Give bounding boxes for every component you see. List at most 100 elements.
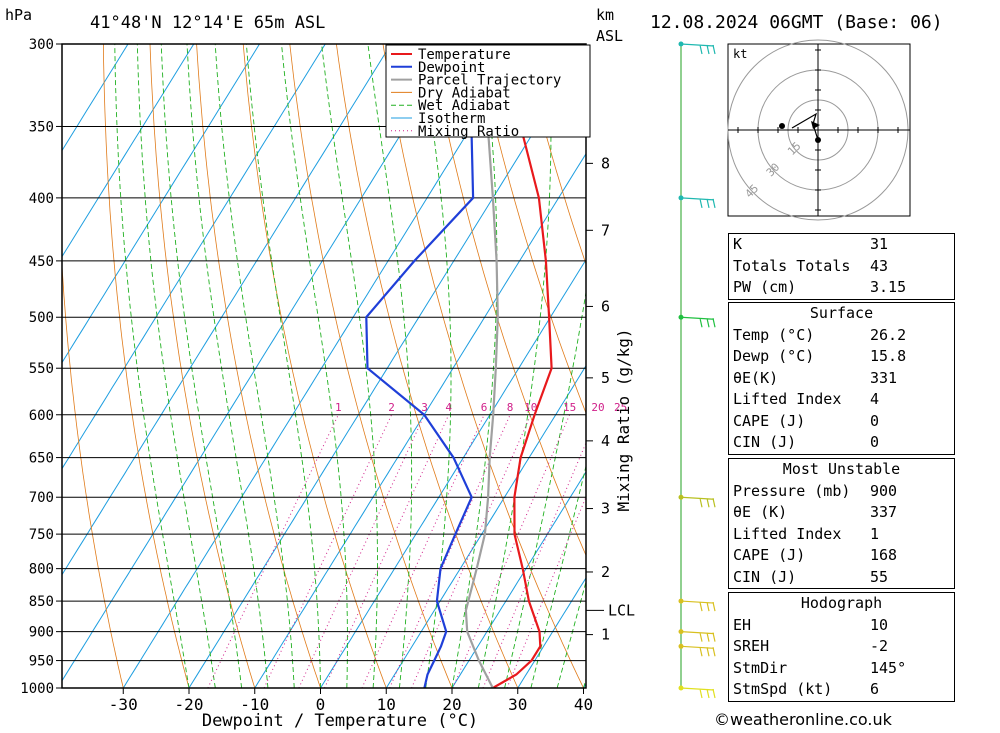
- km-tick-label: 1: [601, 626, 610, 644]
- wet-adiabat-line: [214, 44, 295, 688]
- mu-li-value: 1: [870, 524, 880, 543]
- wet-adiabat-line: [367, 44, 413, 688]
- temperature-tick-label: 30: [508, 695, 527, 714]
- mixing-ratio-label: 3: [421, 401, 428, 414]
- mixing-ratio-line: [389, 414, 511, 688]
- km-tick-label: 7: [601, 221, 610, 239]
- totals-label: Totals Totals: [733, 256, 851, 275]
- sreh-value: -2: [870, 637, 889, 655]
- surface-title: Surface: [809, 304, 874, 322]
- mixing-ratio-label: 6: [481, 401, 488, 414]
- mixing-ratio-label: 20: [591, 401, 604, 414]
- mixing-ratio-label: 8: [507, 401, 514, 414]
- mu-cin-label: CIN (J): [733, 567, 797, 586]
- mixing-ratio-axis-label: Mixing Ratio (g/kg): [614, 328, 633, 511]
- pressure-tick-label: 500: [29, 310, 54, 326]
- legend-entry: Temperature: [418, 47, 511, 63]
- temperature-tick-label: 40: [574, 695, 593, 714]
- wet-adiabat-line: [530, 464, 586, 688]
- mixing-ratio-line: [298, 414, 425, 688]
- isotherm-line: [451, 470, 586, 688]
- wet-adiabat-line: [160, 44, 243, 688]
- location-label: 41°48'N 12°14'E 65m ASL: [90, 13, 325, 33]
- surface-li-value: 4: [870, 390, 880, 408]
- hodograph-unit: kt: [733, 47, 747, 61]
- hodo-title: Hodograph: [800, 594, 883, 612]
- wet-adiabat-line: [556, 580, 586, 688]
- wet-adiabat-line: [504, 289, 586, 688]
- pressure-tick-label: 800: [29, 562, 54, 578]
- mixing-ratio-line: [324, 414, 450, 688]
- mu-pressure-label: Pressure (mb): [733, 481, 851, 500]
- dry-adiabat-line: [149, 44, 256, 688]
- wind-barb: [680, 43, 716, 55]
- pressure-tick-label: 450: [29, 254, 54, 270]
- wet-adiabat-line: [451, 44, 498, 688]
- km-tick-label: 2: [601, 563, 610, 581]
- isotherm-line: [254, 152, 586, 688]
- x-axis-label: Dewpoint / Temperature (°C): [202, 711, 478, 731]
- eh-value: 10: [870, 615, 889, 634]
- surface-thetae-label: θE(K): [733, 368, 779, 387]
- plot-frame: [61, 43, 587, 689]
- legend-entry: Mixing Ratio: [418, 124, 519, 140]
- mu-thetae-label: θE (K): [733, 503, 788, 521]
- mixing-ratio-label: 25: [614, 401, 627, 414]
- dry-adiabat-line: [62, 259, 124, 688]
- mu-thetae-value: 337: [870, 503, 898, 521]
- surface-cin-value: 0: [870, 433, 880, 451]
- pressure-tick-label: 400: [29, 191, 54, 207]
- parcel-trajectory-profile: [464, 44, 499, 688]
- temperature-profile: [492, 44, 553, 688]
- hodograph-trace: [791, 112, 819, 141]
- surface-temp-label: Temp (°C): [733, 325, 815, 344]
- storm-motion-arrow: [811, 121, 820, 129]
- km-tick-label: 5: [601, 369, 610, 387]
- pressure-tick-label: 350: [29, 119, 54, 135]
- credit-link[interactable]: ©weatheronline.co.uk: [714, 710, 892, 729]
- wet-adiabat-line: [136, 44, 216, 688]
- pressure-tick-label: 900: [29, 625, 54, 641]
- eh-label: EH: [733, 615, 752, 634]
- mixing-ratio-line: [411, 414, 532, 688]
- dry-adiabat-line: [989, 44, 1000, 688]
- mixing-ratio-label: 4: [445, 401, 452, 414]
- isotherm-line: [122, 44, 523, 688]
- dry-adiabat-line: [522, 44, 586, 266]
- dry-adiabat-line: [336, 44, 519, 688]
- pressure-tick-label: 550: [29, 361, 54, 377]
- pressure-tick-label: 300: [29, 37, 54, 53]
- pressure-tick-label: 850: [29, 594, 54, 610]
- pressure-tick-label: 950: [29, 654, 54, 670]
- temperature-tick-label: -10: [240, 695, 269, 714]
- wind-barb: [680, 600, 716, 612]
- wind-barb: [680, 687, 716, 699]
- isotherm-line: [517, 576, 586, 688]
- surface-dewp-value: 15.8: [870, 347, 907, 365]
- km-tick-label: 4: [601, 432, 610, 450]
- surface-li-label: Lifted Index: [733, 390, 842, 408]
- mixing-ratio-label: 2: [388, 401, 395, 414]
- asl-label: ASL: [596, 27, 623, 45]
- stmdir-value: 145°: [870, 658, 907, 677]
- sreh-label: SREH: [733, 637, 770, 655]
- isotherm-line: [320, 258, 586, 688]
- datetime-label: 12.08.2024 06GMT (Base: 06): [650, 12, 943, 33]
- mu-cape-value: 168: [870, 546, 898, 564]
- legend-entry: Wet Adiabat: [418, 98, 511, 114]
- hodograph-end-dot: [779, 123, 785, 129]
- wet-adiabat-line: [321, 44, 378, 688]
- isotherm-line: [62, 44, 129, 152]
- isotherm-line: [188, 46, 586, 688]
- mu-li-label: Lifted Index: [733, 524, 842, 543]
- lcl-label: LCL: [608, 601, 635, 619]
- hpa-unit-label: hPa: [5, 6, 32, 24]
- pressure-tick-label: 650: [29, 451, 54, 467]
- surface-thetae-value: 331: [870, 368, 898, 387]
- surface-temp-value: 26.2: [870, 325, 907, 344]
- isotherm-line: [62, 44, 392, 576]
- isotherm-line: [62, 44, 195, 258]
- stmspd-value: 6: [870, 680, 880, 698]
- wind-barb: [680, 645, 716, 657]
